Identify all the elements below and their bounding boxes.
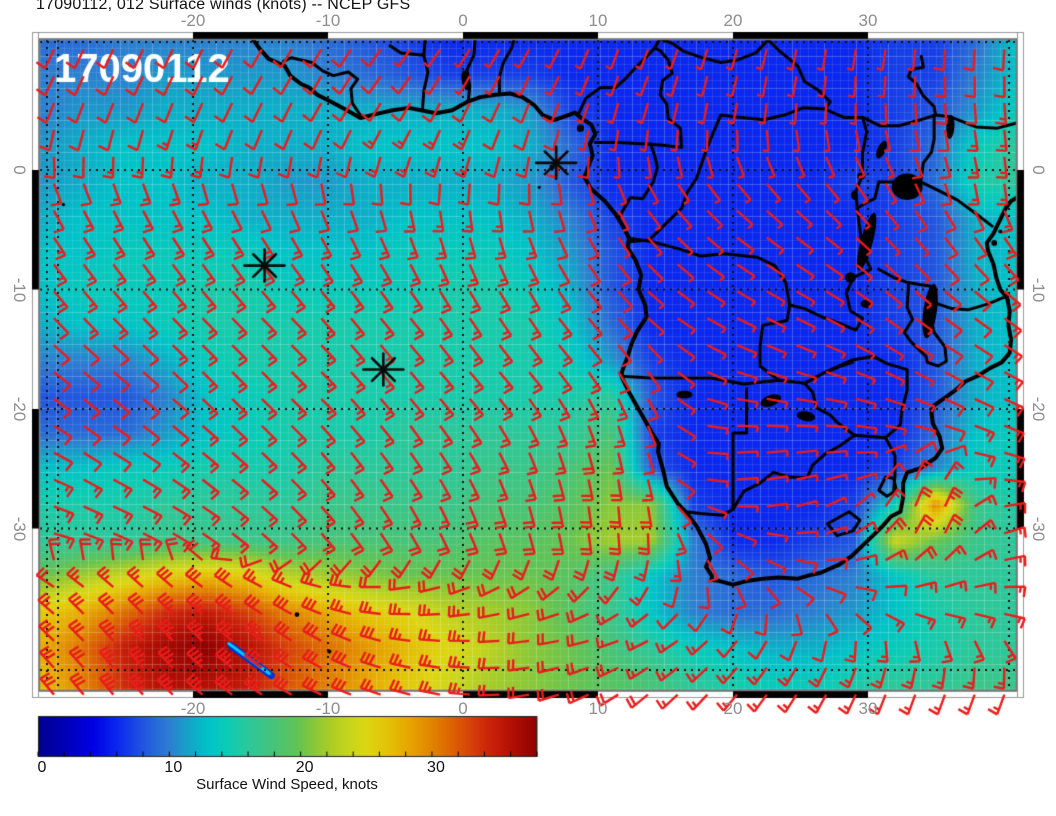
right-axis-tick: 0	[1029, 165, 1048, 175]
right-axis-tick: -30	[1029, 516, 1048, 541]
top-axis-tick: -10	[315, 11, 341, 30]
bottom-axis-tick: 0	[458, 699, 468, 718]
left-axis-tick: -30	[10, 516, 29, 541]
colorbar-caption: Surface Wind Speed, knots	[196, 776, 378, 793]
top-axis-tick: 20	[723, 11, 743, 30]
colorbar-tick-label: 10	[164, 759, 183, 776]
colorbar-tick-label: 20	[295, 759, 314, 776]
bottom-axis-tick: 10	[588, 699, 608, 718]
left-axis-tick: -20	[10, 396, 29, 422]
colorbar-tick-label: 0	[37, 759, 47, 776]
bottom-axis-tick: 30	[858, 699, 878, 718]
right-axis-tick: -10	[1029, 277, 1048, 302]
top-axis-tick: 0	[458, 11, 468, 30]
left-axis-tick: -10	[10, 277, 29, 302]
bottom-axis-tick: 20	[723, 699, 743, 718]
bottom-axis-tick: -10	[315, 699, 341, 718]
top-axis-tick: 30	[858, 11, 878, 30]
left-axis-tick: 0	[10, 165, 29, 175]
figure-title: 17090112, 012 Surface winds (knots) -- N…	[36, 0, 411, 13]
colorbar-tick-label: 30	[427, 759, 445, 776]
right-axis-tick: -20	[1029, 396, 1048, 422]
top-axis-tick: 10	[588, 11, 608, 30]
bottom-axis-tick: -20	[180, 699, 206, 718]
top-axis-tick: -20	[180, 11, 206, 30]
